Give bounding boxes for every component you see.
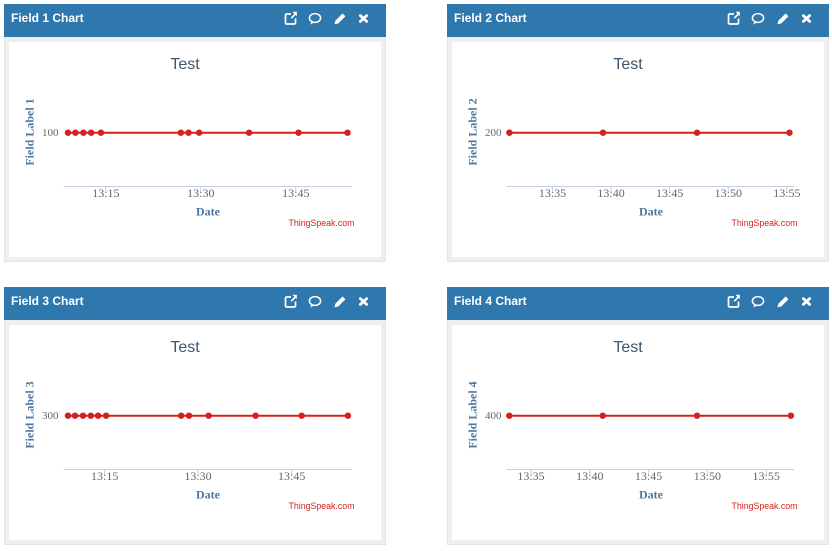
svg-text:13:35: 13:35 — [539, 186, 566, 200]
svg-text:13:45: 13:45 — [278, 469, 305, 483]
svg-text:Field Label 2: Field Label 2 — [466, 98, 480, 165]
svg-text:13:30: 13:30 — [184, 469, 211, 483]
svg-text:200: 200 — [485, 127, 502, 139]
svg-text:400: 400 — [485, 410, 502, 422]
svg-text:Field Label 3: Field Label 3 — [23, 381, 37, 448]
svg-text:Test: Test — [170, 339, 200, 356]
svg-text:Date: Date — [196, 205, 221, 219]
svg-text:13:45: 13:45 — [656, 186, 683, 200]
svg-text:13:45: 13:45 — [282, 186, 309, 200]
svg-text:13:45: 13:45 — [635, 469, 662, 483]
svg-text:ThingSpeak.com: ThingSpeak.com — [288, 501, 354, 511]
svg-text:Date: Date — [196, 488, 221, 502]
svg-text:13:55: 13:55 — [773, 186, 800, 200]
svg-text:Test: Test — [613, 339, 643, 356]
svg-text:Date: Date — [639, 205, 664, 219]
svg-text:Field Label 4: Field Label 4 — [466, 381, 480, 448]
svg-text:13:35: 13:35 — [517, 469, 544, 483]
svg-text:ThingSpeak.com: ThingSpeak.com — [731, 218, 797, 228]
svg-text:Field Label 1: Field Label 1 — [23, 98, 37, 165]
svg-text:13:50: 13:50 — [715, 186, 742, 200]
svg-text:13:15: 13:15 — [91, 469, 118, 483]
svg-text:13:15: 13:15 — [92, 186, 119, 200]
svg-text:300: 300 — [42, 410, 59, 422]
svg-text:Date: Date — [639, 488, 664, 502]
svg-text:ThingSpeak.com: ThingSpeak.com — [288, 218, 354, 228]
svg-text:13:30: 13:30 — [187, 186, 214, 200]
svg-text:13:40: 13:40 — [576, 469, 603, 483]
svg-text:13:50: 13:50 — [694, 469, 721, 483]
svg-text:Test: Test — [170, 56, 200, 73]
svg-text:100: 100 — [42, 127, 59, 139]
svg-text:13:40: 13:40 — [597, 186, 624, 200]
svg-text:Test: Test — [613, 56, 643, 73]
svg-text:13:55: 13:55 — [753, 469, 780, 483]
svg-text:ThingSpeak.com: ThingSpeak.com — [731, 501, 797, 511]
